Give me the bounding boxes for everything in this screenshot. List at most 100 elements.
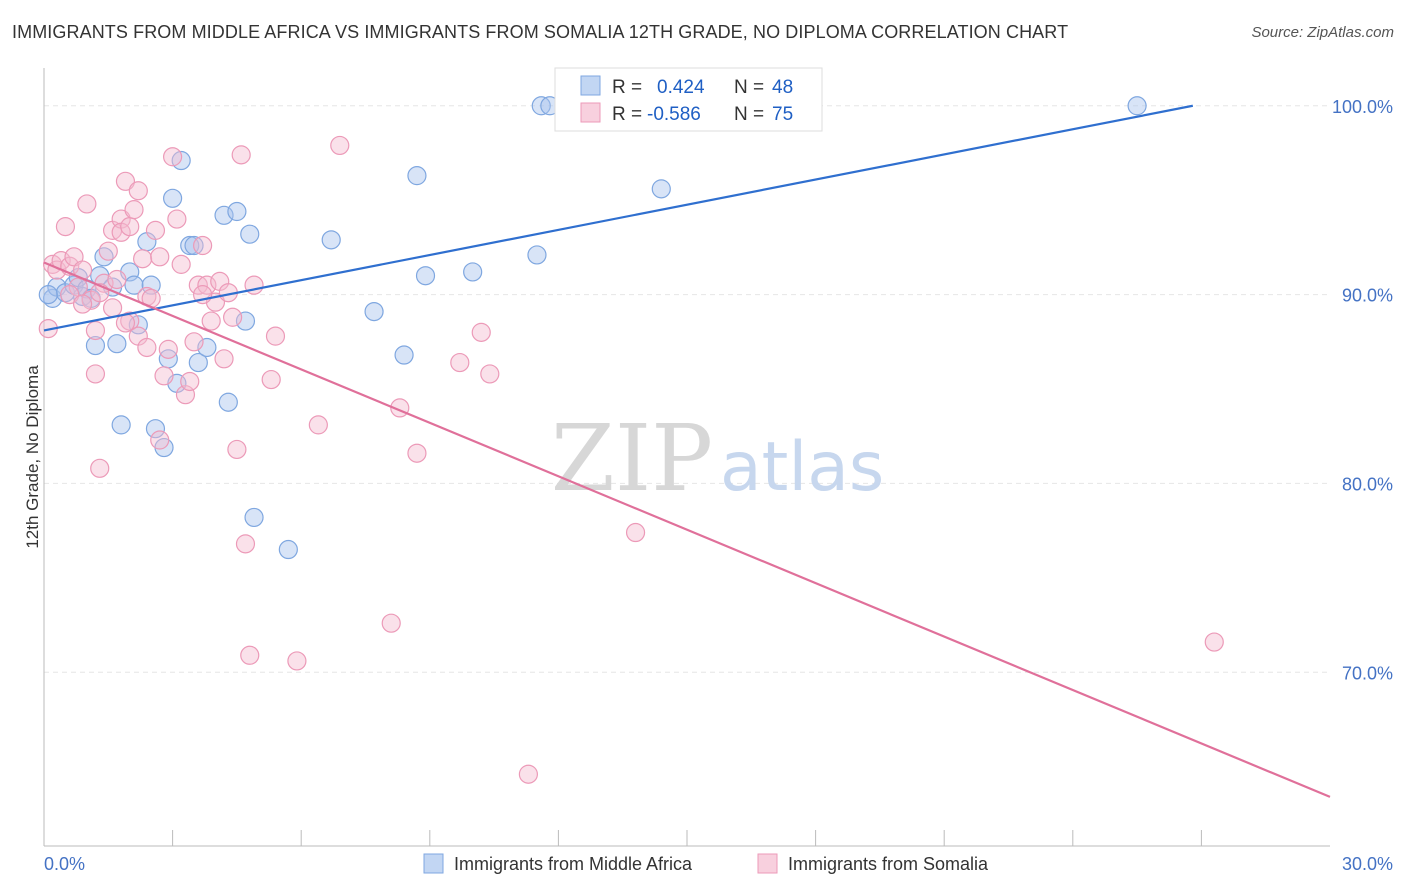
point-somalia-33 (154, 366, 174, 386)
point-middle-africa-41 (463, 262, 483, 282)
bottom-legend-label-blue: Immigrants from Middle Africa (454, 854, 693, 874)
point-somalia-67 (625, 522, 646, 543)
x-tick-label-max: 30.0% (1342, 854, 1393, 874)
point-somalia-18 (107, 269, 127, 290)
point-somalia-70 (60, 285, 80, 305)
y-tick-label-100: 100.0% (1332, 97, 1393, 117)
legend-n-value-1: 48 (772, 77, 793, 98)
point-somalia-32 (150, 247, 170, 267)
point-somalia-66 (518, 764, 538, 784)
grid-lines (44, 105, 1330, 673)
watermark: ZIP atlas (551, 405, 884, 512)
point-middle-africa-40 (415, 266, 436, 286)
point-middle-africa-22 (163, 188, 183, 208)
point-somalia-17 (102, 298, 123, 318)
point-somalia-65 (480, 364, 500, 384)
point-somalia-42 (193, 235, 213, 256)
point-somalia-44 (201, 311, 221, 331)
point-somalia-50 (227, 439, 247, 460)
point-middle-africa-47 (38, 285, 58, 305)
bottom-legend-swatch-blue (423, 853, 444, 874)
point-somalia-63 (450, 352, 470, 373)
point-middle-africa-32 (235, 311, 256, 331)
point-middle-africa-45 (651, 179, 671, 199)
trend-line-middle-africa (43, 104, 1194, 332)
point-middle-africa-33 (240, 224, 260, 244)
x-ticks: 0.0% 30.0% (44, 830, 1393, 874)
legend-r-label-2: R = (612, 104, 642, 125)
point-somalia-56 (265, 326, 286, 346)
point-somalia-57 (287, 651, 307, 671)
point-middle-africa-18 (141, 275, 161, 295)
point-somalia-73 (137, 337, 157, 358)
y-tick-labels: 70.0% 80.0% 90.0% 100.0% (1332, 97, 1393, 684)
point-somalia-51 (231, 145, 251, 165)
point-somalia-60 (381, 613, 401, 633)
point-somalia-27 (132, 249, 153, 269)
point-middle-africa-35 (278, 539, 298, 560)
point-middle-africa-30 (218, 392, 238, 412)
y-tick-label-90: 90.0% (1342, 286, 1393, 306)
point-middle-africa-29 (214, 205, 234, 225)
point-middle-africa-36 (321, 230, 341, 250)
series-middle-africa (38, 96, 1147, 560)
point-somalia-13 (90, 458, 110, 478)
watermark-zip: ZIP (551, 405, 713, 512)
point-somalia-55 (261, 369, 281, 390)
series-somalia (38, 135, 1224, 784)
point-somalia-35 (163, 147, 183, 167)
point-middle-africa-8 (85, 335, 106, 356)
point-somalia-25 (128, 181, 148, 201)
point-somalia-49 (223, 307, 243, 327)
point-somalia-34 (158, 339, 178, 359)
point-middle-africa-38 (394, 345, 414, 365)
legend-n-value-2: 75 (772, 104, 793, 125)
point-somalia-53 (240, 645, 260, 665)
legend-swatch-blue (580, 75, 601, 96)
point-somalia-24 (124, 200, 144, 220)
point-somalia-37 (171, 254, 191, 274)
legend: R = 0.424 N = 48 R = -0.586 N = 75 (554, 67, 823, 132)
point-somalia-30 (145, 220, 166, 240)
point-middle-africa-27 (188, 352, 208, 373)
trend-lines (43, 104, 1331, 798)
point-somalia-9 (77, 194, 97, 214)
point-somalia-22 (120, 217, 140, 237)
point-middle-africa-31 (227, 201, 247, 222)
point-middle-africa-39 (407, 166, 427, 186)
legend-r-value-2: -0.586 (647, 104, 701, 125)
point-middle-africa-12 (107, 334, 127, 354)
legend-swatch-pink (580, 102, 601, 123)
point-middle-africa-13 (111, 415, 131, 435)
x-tick-label-min: 0.0% (44, 854, 85, 874)
point-somalia-39 (180, 371, 200, 392)
point-somalia-47 (214, 349, 234, 369)
point-somalia-64 (471, 322, 491, 342)
chart-title: IMMIGRANTS FROM MIDDLE AFRICA VS IMMIGRA… (12, 22, 1069, 42)
point-somalia-68 (1204, 632, 1224, 652)
point-middle-africa-15 (124, 275, 144, 295)
point-somalia-21 (115, 171, 136, 191)
bottom-legend: Immigrants from Middle Africa Immigrants… (423, 853, 989, 874)
point-somalia-11 (85, 364, 106, 384)
legend-r-value-1: 0.424 (657, 77, 705, 98)
legend-n-label-2: N = (734, 104, 764, 125)
point-middle-africa-19 (145, 419, 166, 439)
point-somalia-59 (330, 135, 350, 156)
point-somalia-40 (184, 332, 204, 352)
watermark-atlas: atlas (720, 428, 884, 507)
point-somalia-4 (55, 217, 76, 237)
point-somalia-74 (72, 294, 93, 314)
bottom-legend-label-pink: Immigrants from Somalia (788, 854, 989, 874)
point-somalia-58 (308, 415, 328, 435)
y-axis-label: 12th Grade, No Diploma (23, 365, 42, 549)
point-somalia-36 (167, 209, 187, 229)
point-middle-africa-42 (527, 245, 547, 265)
point-somalia-43 (197, 275, 217, 295)
point-somalia-52 (235, 534, 256, 554)
trend-line-somalia (43, 261, 1331, 798)
source-label: Source: ZipAtlas.com (1251, 24, 1394, 41)
point-middle-africa-34 (244, 507, 264, 528)
point-somalia-15 (98, 241, 118, 261)
